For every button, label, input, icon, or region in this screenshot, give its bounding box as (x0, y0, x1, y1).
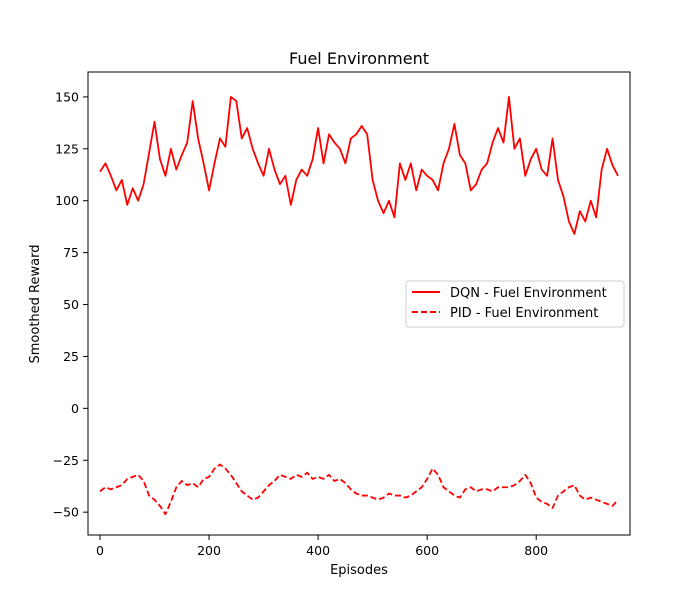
x-tick-label: 0 (96, 543, 104, 558)
legend-label-pid: PID - Fuel Environment (450, 306, 598, 321)
x-tick-label: 800 (524, 543, 548, 558)
y-axis-label: Smoothed Reward (28, 245, 43, 364)
y-tick-label: 125 (55, 141, 79, 156)
y-tick-label: −25 (53, 453, 79, 468)
y-tick-label: 0 (71, 401, 79, 416)
legend-box (405, 280, 625, 328)
x-axis-label: Episodes (330, 563, 388, 578)
x-tick-label: 200 (197, 543, 221, 558)
y-tick-label: 25 (63, 349, 79, 364)
x-tick-label: 400 (306, 543, 330, 558)
y-tick-label: 100 (55, 193, 79, 208)
series-layer (99, 96, 619, 516)
x-axis: 0 200 400 600 800 (96, 535, 548, 558)
x-tick-label: 600 (415, 543, 439, 558)
series-line-dqn (99, 96, 619, 235)
y-tick-label: 50 (63, 297, 79, 312)
chart-title: Fuel Environment (289, 49, 429, 68)
y-axis: −50 −25 0 25 50 75 100 125 150 (53, 89, 88, 520)
y-tick-label: −50 (53, 505, 79, 520)
series-line-pid (99, 463, 619, 516)
y-tick-label: 75 (63, 245, 79, 260)
plot-frame (87, 71, 631, 536)
legend-label-dqn: DQN - Fuel Environment (450, 286, 607, 301)
legend: DQN - Fuel Environment PID - Fuel Enviro… (405, 280, 625, 328)
y-tick-label: 150 (55, 89, 79, 104)
